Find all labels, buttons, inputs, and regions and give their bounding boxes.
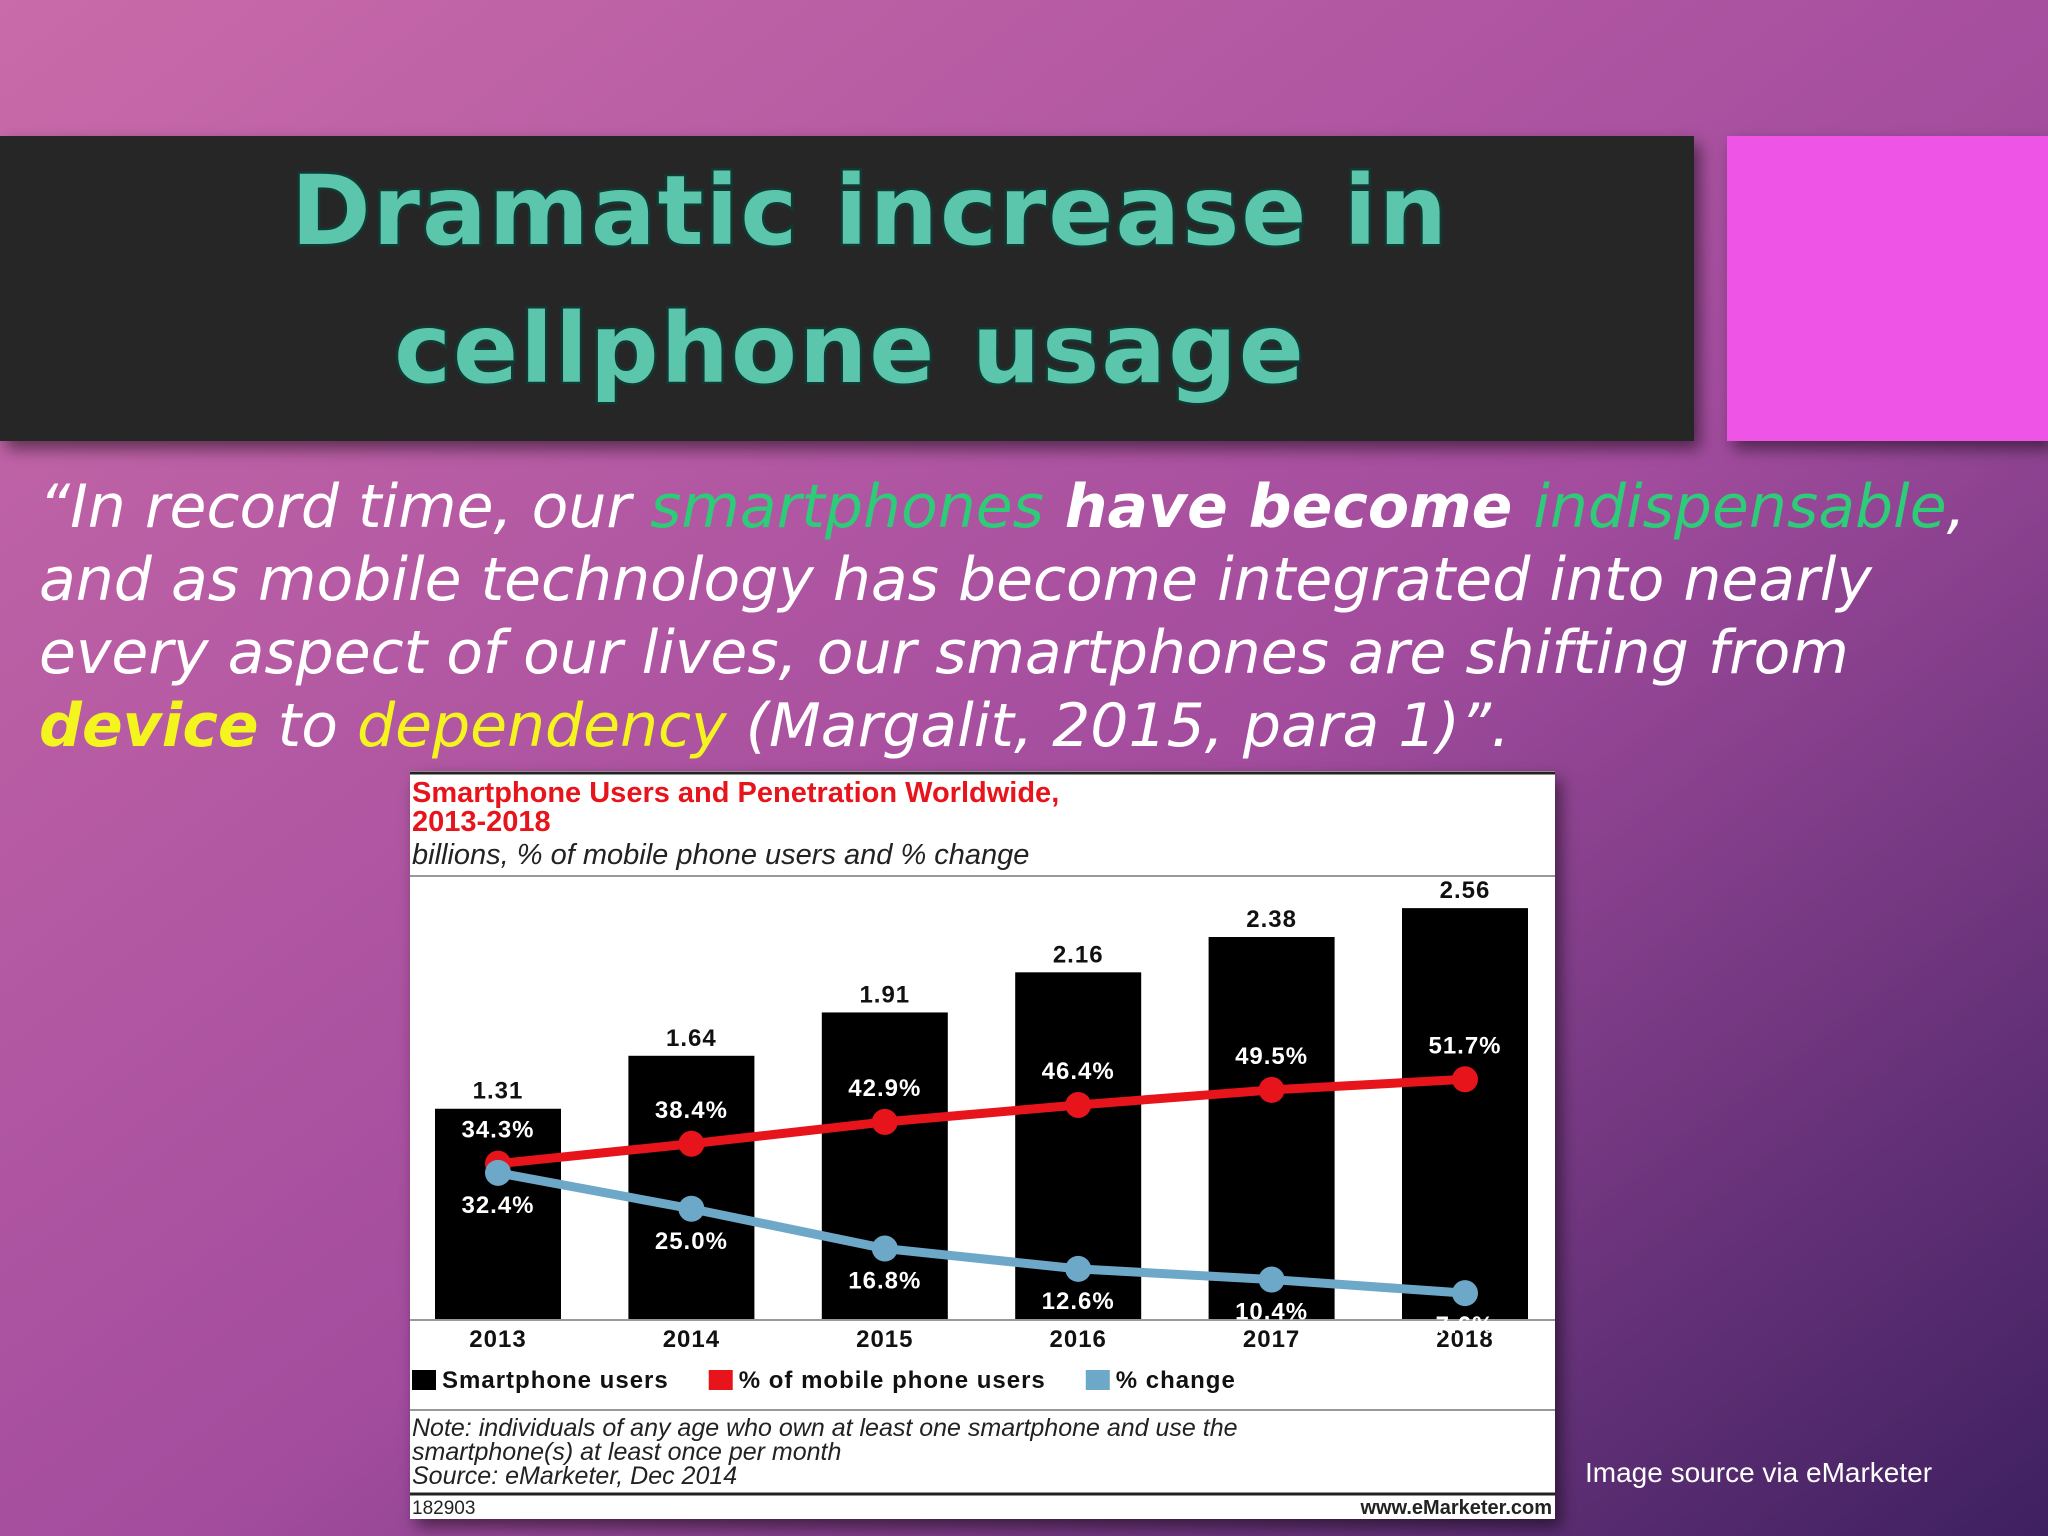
x-tick-label: 2016: [1050, 1326, 1107, 1353]
point-value-label: 42.9%: [848, 1075, 921, 1102]
legend-swatch: [708, 1370, 733, 1390]
x-tick-label: 2015: [856, 1326, 913, 1353]
x-tick-label: 2014: [663, 1326, 720, 1353]
slide-title: cellphone usage: [394, 293, 1306, 405]
quote-highlight: indispensable: [1533, 472, 1946, 542]
quote-text: to: [259, 691, 357, 761]
bar-value-label: 2.16: [1053, 941, 1104, 968]
point-value-label: 12.6%: [1042, 1288, 1115, 1315]
chart-note: Note: individuals of any age who own at …: [412, 1414, 1238, 1442]
quote-highlight: smartphones: [650, 472, 1044, 542]
quote-line: device to dependency (Margalit, 2015, pa…: [39, 691, 1510, 761]
image-caption: Image source via eMarketer: [1585, 1457, 1932, 1488]
bar: [435, 1108, 561, 1319]
point-value-label: 7.6%: [1436, 1312, 1495, 1339]
point: [1452, 1066, 1478, 1093]
point-value-label: 49.5%: [1235, 1043, 1308, 1070]
bar: [821, 1012, 948, 1319]
quote-highlight: dependency: [357, 691, 728, 761]
bar-value-label: 1.31: [473, 1078, 524, 1105]
legend-label: % change: [1116, 1367, 1236, 1394]
quote-emphasis: have become: [1044, 472, 1533, 542]
quote-text: every aspect of our lives, our smartphon…: [39, 618, 1849, 688]
point-value-label: 46.4%: [1042, 1058, 1115, 1085]
chart-source-site: www.eMarketer.com: [1359, 1497, 1552, 1519]
quote-text: (Margalit, 2015, para 1)”.: [727, 691, 1511, 761]
chart-subtitle: billions, % of mobile phone users and % …: [412, 839, 1029, 871]
point: [485, 1159, 511, 1186]
legend: Smartphone users % of mobile phone users%…: [412, 1367, 1236, 1394]
quote-text: ,: [1947, 472, 1966, 542]
accent-block: [1727, 136, 2048, 441]
x-tick-label: 2017: [1243, 1326, 1300, 1353]
point-value-label: 16.8%: [848, 1268, 921, 1295]
chart-note: Source: eMarketer, Dec 2014: [412, 1462, 737, 1490]
point: [1258, 1266, 1285, 1293]
bar: [1208, 937, 1335, 1319]
point: [871, 1235, 898, 1262]
bar-value-label: 2.38: [1246, 906, 1297, 933]
quote-highlight: device: [39, 691, 259, 761]
point-value-label: 10.4%: [1235, 1299, 1308, 1326]
chart-note: smartphone(s) at least once per month: [412, 1438, 841, 1466]
quote-text: “In record time, our: [39, 472, 650, 542]
point: [1065, 1255, 1092, 1282]
legend-label: % of mobile phone users: [739, 1367, 1046, 1394]
point: [678, 1130, 705, 1157]
slide-title: Dramatic increase in: [291, 155, 1449, 267]
legend-swatch: [412, 1370, 436, 1390]
legend-label: Smartphone users: [442, 1367, 669, 1394]
line: [497, 1168, 1466, 1298]
point-value-label: 51.7%: [1428, 1032, 1501, 1059]
x-tick-label: 2013: [469, 1326, 526, 1353]
point: [1065, 1091, 1092, 1118]
bar-value-label: 2.56: [1440, 877, 1491, 904]
quote-line: and as mobile technology has become inte…: [39, 545, 1873, 615]
point: [1258, 1076, 1285, 1103]
bar: [628, 1055, 755, 1319]
point: [678, 1195, 705, 1222]
bar-value-label: 1.64: [666, 1025, 717, 1052]
point-value-label: 32.4%: [461, 1192, 534, 1219]
x-tick-label: 2018: [1436, 1326, 1493, 1353]
quote-line: “In record time, our smartphones have be…: [39, 472, 1966, 542]
quote-line: every aspect of our lives, our smartphon…: [39, 618, 1849, 688]
chart-id: 182903: [412, 1498, 475, 1519]
chart-title: Smartphone Users and Penetration Worldwi…: [412, 777, 1059, 809]
point: [1452, 1280, 1478, 1307]
line: [497, 1074, 1466, 1169]
chart-panel: [410, 771, 1555, 1519]
plot: 2013 2014 2015 2016 2017 2018 1.31 1.64 1.91 2.16…: [412, 877, 1528, 1394]
point-value-label: 34.3%: [461, 1117, 534, 1144]
legend-swatch: [1085, 1370, 1110, 1390]
point-value-label: 25.0%: [655, 1228, 728, 1255]
point-value-label: 38.4%: [655, 1097, 728, 1124]
bar: [1402, 908, 1528, 1319]
quote-text: and as mobile technology has become inte…: [39, 545, 1873, 615]
point: [871, 1108, 898, 1135]
title-bar: [0, 136, 1694, 441]
chart-title: 2013-2018: [412, 806, 551, 838]
bar-value-label: 1.91: [859, 981, 910, 1008]
